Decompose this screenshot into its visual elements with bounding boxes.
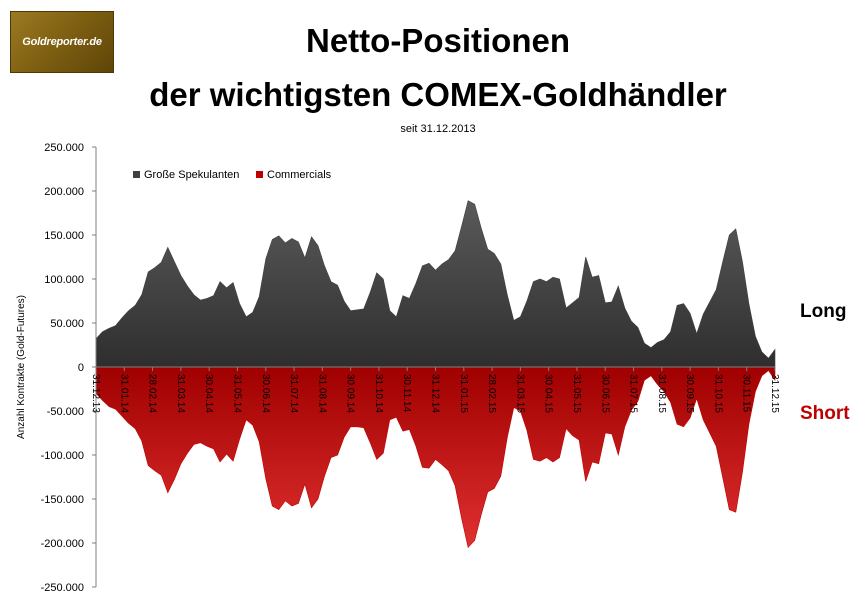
- legend-swatch-commercials: [256, 171, 263, 178]
- chart-subtitle: seit 31.12.2013: [400, 123, 476, 135]
- x-axis: 31.12.13 31.01.14 28.02.14 31.03.14 30.04.14…: [90, 366, 780, 413]
- x-tick-label: 31.10.15: [712, 374, 723, 413]
- legend-label-grosse-spekulanten: Große Spekulanten: [144, 169, 239, 181]
- y-axis-label: Anzahl Kontrakte (Gold-Futures): [16, 295, 27, 439]
- x-tick-label: 31.07.15: [628, 374, 639, 413]
- x-tick-label: 31.05.14: [232, 374, 243, 413]
- x-tick-label: 31.08.15: [656, 374, 667, 413]
- y-tick-label: 150.000: [44, 230, 84, 242]
- y-tick-label: 50.000: [50, 318, 84, 330]
- y-tick-label: 100.000: [44, 274, 84, 286]
- x-tick-label: 31.05.15: [571, 374, 582, 413]
- plot-area: [95, 200, 776, 549]
- x-tick-label: 30.11.15: [741, 374, 752, 413]
- x-tick-label: 31.12.13: [90, 374, 101, 413]
- x-tick-label: 28.02.14: [147, 374, 158, 413]
- y-tick-label: -250.000: [41, 582, 84, 594]
- x-tick-label: 31.01.15: [458, 374, 469, 413]
- x-tick-label: 30.04.15: [543, 374, 554, 413]
- long-label: Long: [800, 301, 847, 322]
- x-tick-label: 30.04.14: [203, 374, 214, 413]
- chart-title-line2: der wichtigsten COMEX-Goldhändler: [149, 76, 727, 113]
- x-tick-label: 31.07.14: [288, 374, 299, 413]
- y-tick-label: 250.000: [44, 142, 84, 154]
- y-tick-label: -50.000: [47, 406, 84, 418]
- x-tick-label: 31.08.14: [316, 374, 327, 413]
- x-tick-label: 31.12.15: [769, 374, 780, 413]
- y-tick-label: 0: [78, 362, 84, 374]
- x-tick-label: 30.06.14: [260, 374, 271, 413]
- y-tick-label: -100.000: [41, 450, 84, 462]
- x-tick-label: 30.09.14: [345, 374, 356, 413]
- y-axis: 250.000 200.000 150.000 100.000 50.000 0 -50.0…: [41, 142, 97, 594]
- x-tick-label: 31.12.14: [430, 374, 441, 413]
- logo-text: Goldreporter.de: [22, 36, 102, 48]
- series-area-grosse-spekulanten: [95, 200, 776, 368]
- x-tick-label: 30.11.14: [401, 374, 412, 413]
- goldreporter-logo[interactable]: Goldreporter.de: [10, 11, 114, 73]
- x-tick-label: 31.03.14: [175, 374, 186, 413]
- legend: Große Spekulanten Commercials: [133, 169, 332, 181]
- chart-title-line1: Netto-Positionen: [306, 22, 570, 59]
- y-tick-label: -150.000: [41, 494, 84, 506]
- x-tick-label: 30.09.15: [684, 374, 695, 413]
- x-tick-label: 31.01.14: [118, 374, 129, 413]
- short-label: Short: [800, 403, 850, 424]
- x-tick-label: 31.03.15: [514, 374, 525, 413]
- x-tick-label: 30.06.15: [599, 374, 610, 413]
- x-tick-label: 28.02.15: [486, 374, 497, 413]
- legend-swatch-grosse-spekulanten: [133, 171, 140, 178]
- y-tick-label: 200.000: [44, 186, 84, 198]
- y-tick-label: -200.000: [41, 538, 84, 550]
- x-tick-label: 31.10.14: [373, 374, 384, 413]
- series-area-commercials: [95, 366, 776, 549]
- legend-label-commercials: Commercials: [267, 169, 332, 181]
